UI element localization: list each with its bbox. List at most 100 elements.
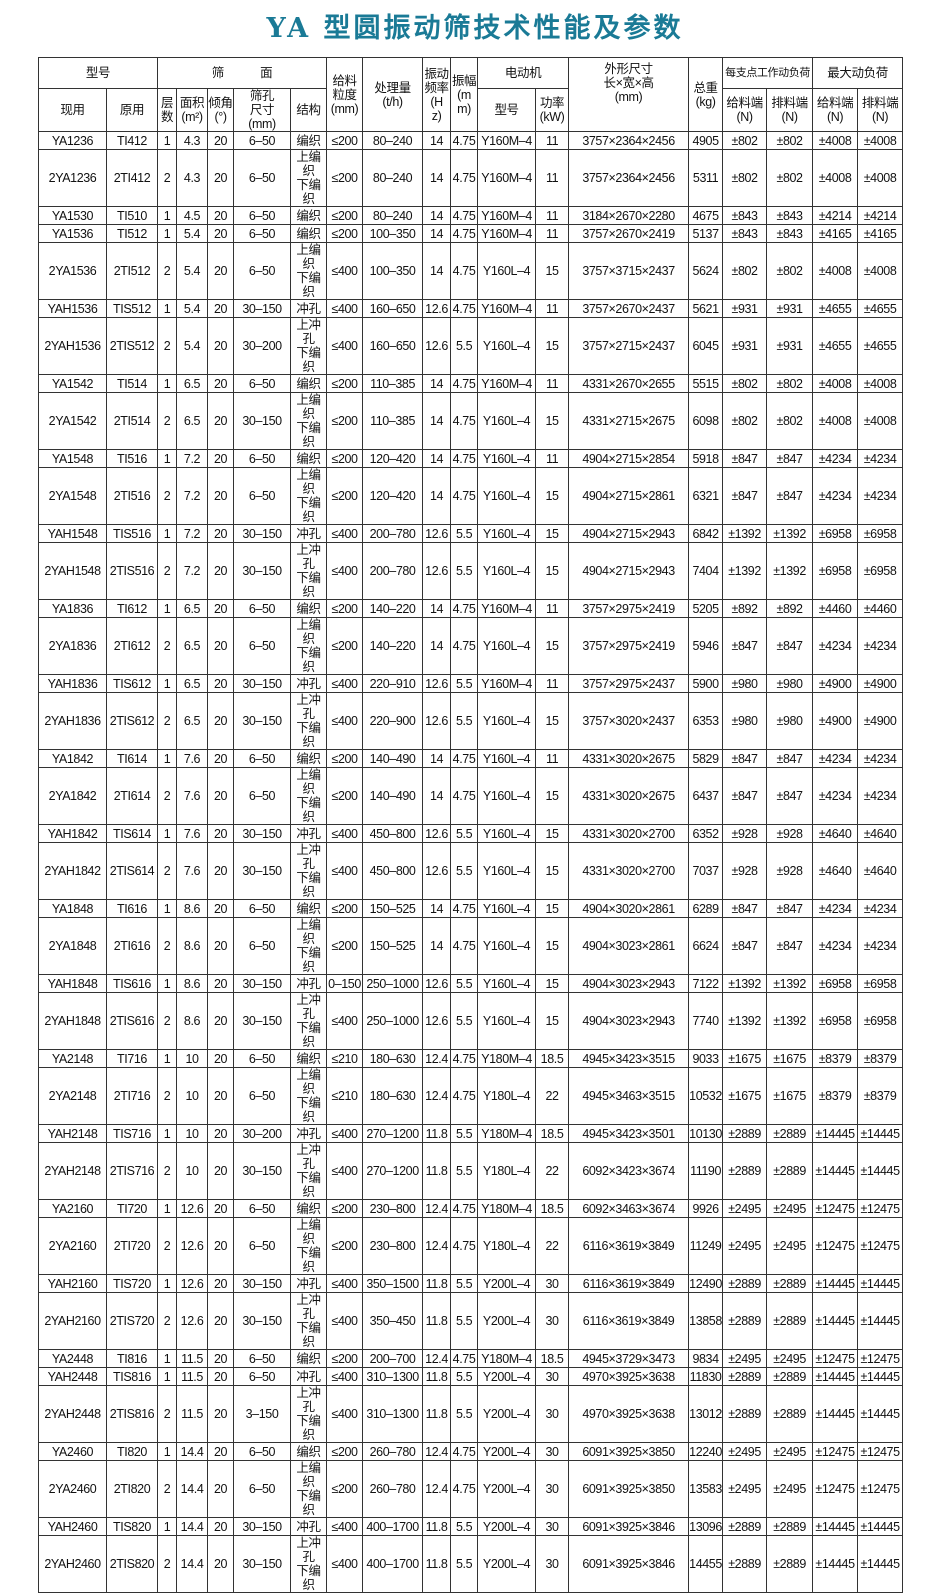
cell-max-feed-end-load: ±4234 (812, 899, 859, 918)
cell-feed-size: ≤200 (326, 767, 364, 825)
cell-current-model: 2YAH1548 (38, 542, 107, 600)
cell-feed-size: ≤200 (326, 131, 364, 150)
cell-capacity: 150–525 (362, 917, 424, 975)
table-row: YA1848 TI616 1 8.6 20 6–50 编织 ≤200 150–525 14 4.75… (38, 899, 904, 918)
cell-frequency: 14 (422, 599, 452, 618)
cell-angle: 20 (207, 992, 235, 1050)
cell-feed-end-load: ±1392 (722, 974, 768, 993)
cell-angle: 20 (207, 1442, 235, 1461)
table-row: YA1842 TI614 1 7.6 20 6–50 编织 ≤200 140–490 14 4.75… (38, 749, 904, 768)
header-original: 原用 (105, 88, 159, 132)
cell-discharge-end-load: ±843 (766, 206, 814, 225)
cell-max-feed-end-load: ±4214 (812, 206, 859, 225)
cell-power: 15 (535, 842, 570, 900)
cell-dimensions: 6091×3925×3850 (568, 1460, 690, 1518)
table-row: 2YA2460 2TI820 2 14.4 20 6–50 上编织 下编织 ≤200 260–7… (38, 1460, 904, 1518)
cell-current-model: YA2148 (38, 1049, 107, 1068)
cell-max-feed-end-load: ±14445 (812, 1142, 859, 1200)
cell-original-model: 2TIS820 (105, 1535, 159, 1593)
cell-amplitude: 4.75 (450, 1049, 479, 1068)
cell-angle: 20 (207, 1535, 235, 1593)
cell-feed-end-load: ±2889 (722, 1124, 768, 1143)
cell-frequency: 12.6 (422, 542, 452, 600)
cell-max-feed-end-load: ±4165 (812, 224, 859, 243)
cell-aperture: 6–50 (233, 149, 292, 207)
cell-feed-size: ≤400 (326, 1124, 364, 1143)
cell-original-model: TIS512 (105, 299, 159, 318)
cell-feed-end-load: ±2495 (722, 1199, 768, 1218)
cell-angle: 20 (207, 374, 235, 393)
cell-original-model: TIS612 (105, 674, 159, 693)
cell-original-model: 2TIS616 (105, 992, 159, 1050)
cell-original-model: TIS616 (105, 974, 159, 993)
cell-layers: 2 (157, 917, 178, 975)
cell-amplitude: 4.75 (450, 1217, 479, 1275)
cell-power: 11 (535, 206, 570, 225)
cell-frequency: 14 (422, 242, 452, 300)
table-row: 2YAH1536 2TIS512 2 5.4 20 30–200 上冲孔 下编织 ≤400 16… (38, 317, 904, 375)
cell-motor-model: Y160L–4 (477, 917, 537, 975)
cell-frequency: 14 (422, 374, 452, 393)
table-row: YA1236 TI412 1 4.3 20 6–50 编织 ≤200 80–240 14 4.75 Y… (38, 131, 904, 150)
cell-motor-model: Y180M–4 (477, 1049, 537, 1068)
cell-area: 12.6 (176, 1217, 209, 1275)
cell-feed-size: ≤400 (326, 992, 364, 1050)
cell-capacity: 80–240 (362, 206, 424, 225)
cell-capacity: 250–1000 (362, 992, 424, 1050)
table-row: YAH2160 TIS720 1 12.6 20 30–150 冲孔 ≤400 350–1500… (38, 1274, 904, 1293)
cell-current-model: YAH1848 (38, 974, 107, 993)
cell-motor-model: Y160L–4 (477, 767, 537, 825)
cell-motor-model: Y160L–4 (477, 449, 537, 468)
table-row: 2YAH2448 2TIS816 2 11.5 20 3–150 上冲孔 下编织 ≤400 31… (38, 1385, 904, 1443)
cell-amplitude: 5.5 (450, 1292, 479, 1350)
cell-feed-end-load: ±2889 (722, 1142, 768, 1200)
cell-feed-size: 0–150 (326, 974, 364, 993)
header-capacity: 处理量 (t/h) (362, 57, 424, 132)
cell-area: 7.6 (176, 824, 209, 843)
cell-aperture: 30–150 (233, 392, 292, 450)
table-row: 2YA1842 2TI614 2 7.6 20 6–50 上编织 下编织 ≤200 140–49… (38, 767, 904, 825)
cell-feed-size: ≤200 (326, 206, 364, 225)
cell-discharge-end-load: ±931 (766, 317, 814, 375)
cell-power: 30 (535, 1442, 570, 1461)
cell-current-model: 2YA1548 (38, 467, 107, 525)
cell-max-discharge-end-load: ±4234 (857, 899, 904, 918)
cell-capacity: 220–910 (362, 674, 424, 693)
cell-discharge-end-load: ±847 (766, 467, 814, 525)
cell-feed-size: ≤200 (326, 1349, 364, 1368)
cell-weight: 6352 (688, 824, 724, 843)
cell-frequency: 12.6 (422, 299, 452, 318)
cell-area: 12.6 (176, 1292, 209, 1350)
cell-aperture: 6–50 (233, 1460, 292, 1518)
cell-amplitude: 4.75 (450, 1442, 479, 1461)
cell-aperture: 30–150 (233, 1142, 292, 1200)
cell-power: 11 (535, 374, 570, 393)
cell-frequency: 12.6 (422, 824, 452, 843)
cell-weight: 6842 (688, 524, 724, 543)
cell-amplitude: 4.75 (450, 1199, 479, 1218)
cell-amplitude: 4.75 (450, 206, 479, 225)
cell-discharge-end-load: ±2889 (766, 1367, 814, 1386)
cell-original-model: 2TI716 (105, 1067, 159, 1125)
cell-original-model: 2TI820 (105, 1460, 159, 1518)
cell-weight: 6289 (688, 899, 724, 918)
cell-layers: 1 (157, 524, 178, 543)
cell-max-feed-end-load: ±4460 (812, 599, 859, 618)
cell-feed-end-load: ±847 (722, 749, 768, 768)
cell-area: 4.3 (176, 149, 209, 207)
cell-area: 7.2 (176, 449, 209, 468)
cell-angle: 20 (207, 974, 235, 993)
cell-feed-size: ≤400 (326, 824, 364, 843)
cell-power: 15 (535, 899, 570, 918)
header-weight: 总重 (kg) (688, 57, 724, 132)
cell-motor-model: Y200L–4 (477, 1442, 537, 1461)
cell-layers: 2 (157, 1142, 178, 1200)
cell-dimensions: 6091×3925×3846 (568, 1535, 690, 1593)
cell-max-feed-end-load: ±4640 (812, 824, 859, 843)
cell-structure: 上冲孔 下编织 (290, 842, 328, 900)
cell-area: 11.5 (176, 1367, 209, 1386)
cell-frequency: 11.8 (422, 1517, 452, 1536)
cell-weight: 7037 (688, 842, 724, 900)
cell-layers: 1 (157, 1517, 178, 1536)
cell-discharge-end-load: ±1392 (766, 974, 814, 993)
